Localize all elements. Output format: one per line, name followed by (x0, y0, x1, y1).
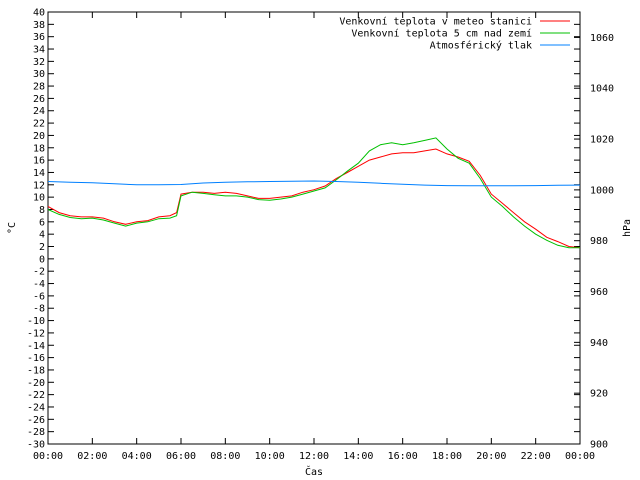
x-tick-label: 00:00 (33, 451, 63, 462)
x-tick-label: 18:00 (432, 451, 462, 462)
y-left-tick-label: -30 (27, 440, 45, 451)
y-left-tick-label: -22 (27, 390, 45, 401)
y-right-tick-label: 1060 (590, 33, 614, 44)
legend-label-2: Atmosférický tlak (430, 40, 532, 52)
x-axis: 00:00 02:00 04:00 06:00 08:00 10:00 12:00 14:00… (33, 12, 595, 462)
y-left-tick-label: 18 (33, 143, 45, 154)
x-tick-label: 12:00 (299, 451, 329, 462)
y-left-tick-label: 32 (33, 57, 45, 68)
x-tick-label: 00:00 (565, 451, 595, 462)
y-left-tick-label: -18 (27, 365, 45, 376)
y-left-tick-label: 38 (33, 20, 45, 31)
x-tick-label: 08:00 (210, 451, 240, 462)
x-tick-label: 22:00 (521, 451, 551, 462)
x-tick-label: 20:00 (476, 451, 506, 462)
y-right-tick-label: 980 (590, 236, 608, 247)
y-left-tick-label: 2 (39, 242, 45, 253)
y-right-tick-label: 1000 (590, 185, 614, 196)
y-left-tick-label: -14 (27, 341, 45, 352)
y-left-tick-label: 24 (33, 106, 45, 117)
y-left-tick-label: 22 (33, 119, 45, 130)
legend-label-1: Venkovní teplota 5 cm nad zemí (351, 28, 532, 40)
x-tick-label: 06:00 (166, 451, 196, 462)
x-tick-label: 02:00 (77, 451, 107, 462)
y-right-tick-label: 1020 (590, 135, 614, 146)
x-tick-label: 14:00 (343, 451, 373, 462)
y-left-tick-label: -2 (33, 267, 45, 278)
y-left-tick-label: -10 (27, 316, 45, 327)
y-left-tick-label: 26 (33, 94, 45, 105)
y-left-tick-label: -4 (33, 279, 45, 290)
y-left-tick-label: 4 (39, 230, 45, 241)
y-left-tick-label: 28 (33, 82, 45, 93)
y-right-tick-label: 900 (590, 440, 608, 451)
y-left-tick-label: -26 (27, 415, 45, 426)
y-left-tick-label: 36 (33, 32, 45, 43)
x-tick-label: 10:00 (255, 451, 285, 462)
y-left-tick-label: 8 (39, 205, 45, 216)
y-left-tick-label: 14 (33, 168, 45, 179)
y-left-tick-label: -28 (27, 427, 45, 438)
y-left-tick-label: -24 (27, 402, 45, 413)
y-right-axis-title: hPa (622, 219, 633, 237)
x-tick-label: 04:00 (122, 451, 152, 462)
y-left-tick-label: -12 (27, 328, 45, 339)
series-line-2 (47, 180, 581, 187)
series-lines (47, 137, 581, 249)
y-left-tick-label: -20 (27, 378, 45, 389)
y-left-tick-label: 12 (33, 180, 45, 191)
y-left-tick-label: -16 (27, 353, 45, 364)
y-right-tick-label: 940 (590, 338, 608, 349)
series-line-0 (47, 148, 581, 249)
series-line-1 (47, 137, 580, 249)
x-axis-title: Čas (305, 465, 323, 478)
y-right-tick-label: 1040 (590, 84, 614, 95)
y-left-tick-label: -6 (33, 291, 45, 302)
x-tick-label: 16:00 (388, 451, 418, 462)
y-left-tick-label: 10 (33, 193, 45, 204)
legend-label-0: Venkovní teplota v meteo stanici (339, 16, 532, 28)
y-left-tick-label: 40 (33, 8, 45, 19)
y-left-tick-label: -8 (33, 304, 45, 315)
y-right-tick-label: 960 (590, 287, 608, 298)
y-left-tick-label: 16 (33, 156, 45, 167)
legend: Venkovní teplota v meteo staniciVenkovní… (339, 16, 570, 52)
y-right-tick-label: 920 (590, 389, 608, 400)
y-left-tick-label: 34 (33, 45, 45, 56)
y-left-axis: 4038363432302826242220181614121086420-2-… (27, 8, 580, 451)
y-left-axis-title: °C (7, 222, 18, 234)
y-left-tick-label: 20 (33, 131, 45, 142)
y-left-tick-label: 0 (39, 254, 45, 265)
y-left-tick-label: 30 (33, 69, 45, 80)
y-right-axis: 1060 1040 1020 1000 980 960 940 920 900 (574, 33, 614, 451)
plot-frame (47, 11, 581, 445)
y-left-tick-label: 6 (39, 217, 45, 228)
